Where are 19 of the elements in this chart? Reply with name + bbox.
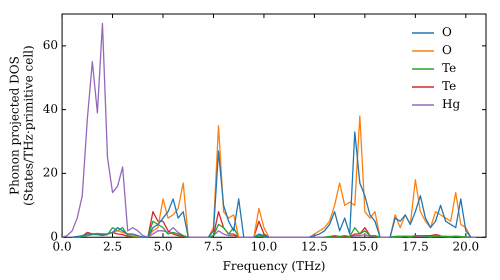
x-tick-label: 15.0 <box>352 240 378 254</box>
x-tick-label: 0.0 <box>52 240 72 254</box>
x-tick-label: 10.0 <box>250 240 278 254</box>
legend-label: O <box>442 43 452 58</box>
legend-label: Hg <box>442 97 460 112</box>
y-tick-label: 40 <box>42 102 58 116</box>
x-axis-title: Frequency (THz) <box>222 258 326 273</box>
x-tick-label: 17.5 <box>402 240 429 254</box>
y-tick-label: 60 <box>42 38 58 52</box>
x-tick-label: 5.0 <box>153 240 173 254</box>
legend-label: Te <box>442 79 456 94</box>
x-tick-label: 12.5 <box>301 240 328 254</box>
y-axis-title: Phonon projected DOS (States/THz·primitive cell) <box>7 45 36 206</box>
y-tick-label: 20 <box>42 166 58 180</box>
x-tick-label: 7.5 <box>204 240 224 254</box>
x-tick-label: 20.0 <box>452 240 480 254</box>
legend-label: Te <box>442 61 456 76</box>
x-tick-label: 2.5 <box>102 240 122 254</box>
legend-label: O <box>442 25 452 40</box>
